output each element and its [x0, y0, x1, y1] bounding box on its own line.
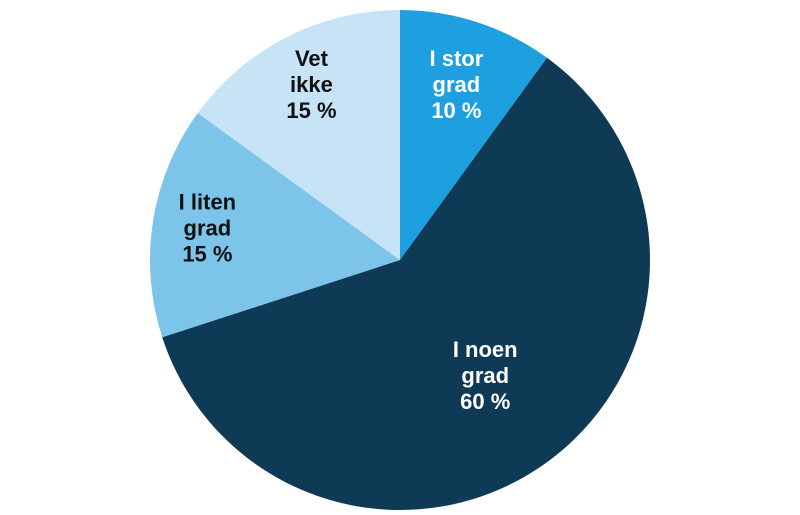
pie-label-i-liten-grad: I litengrad15 % — [179, 189, 236, 266]
pie-label-i-stor-grad: I storgrad10 % — [429, 46, 483, 123]
pie-chart: I storgrad10 % I noengrad60 % I litengrad1… — [0, 0, 800, 515]
pie-svg: I storgrad10 % I noengrad60 % I litengrad1… — [0, 0, 800, 515]
pie-label-i-noen-grad: I noengrad60 % — [453, 337, 518, 414]
